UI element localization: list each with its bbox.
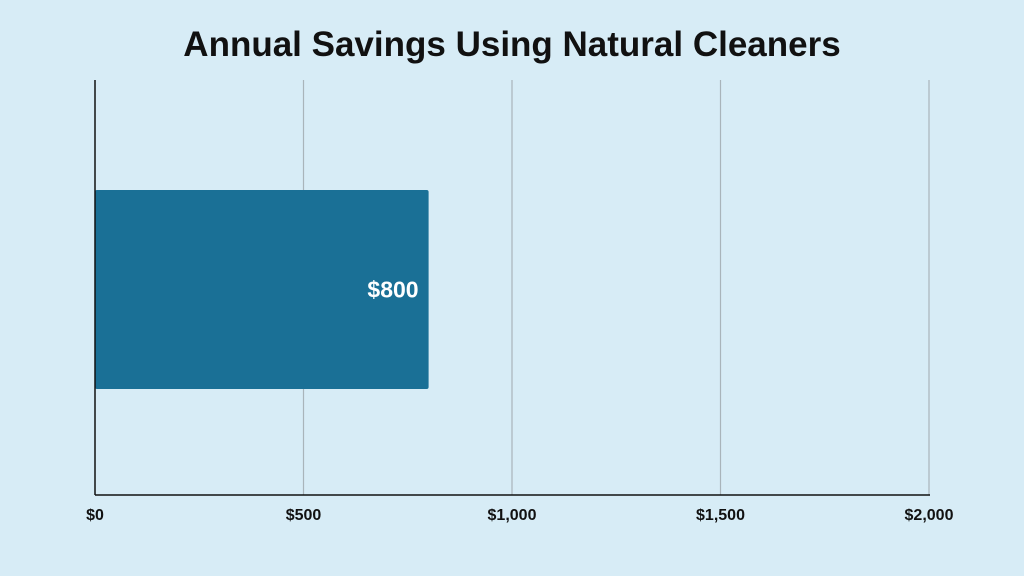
x-tick-label-1: $500	[286, 507, 322, 524]
x-tick-label-0: $0	[86, 507, 104, 524]
bars	[95, 190, 429, 389]
data-labels: $800	[367, 277, 418, 303]
chart-title: Annual Savings Using Natural Cleaners	[183, 25, 840, 64]
x-tick-label-2: $1,000	[488, 507, 537, 524]
x-tick-label-4: $2,000	[905, 507, 954, 524]
x-axis-ticks: $0 $500 $1,000 $1,500 $2,000	[86, 507, 953, 524]
data-label-0: $800	[367, 277, 418, 303]
x-tick-label-3: $1,500	[696, 507, 745, 524]
bar-0	[95, 190, 429, 389]
